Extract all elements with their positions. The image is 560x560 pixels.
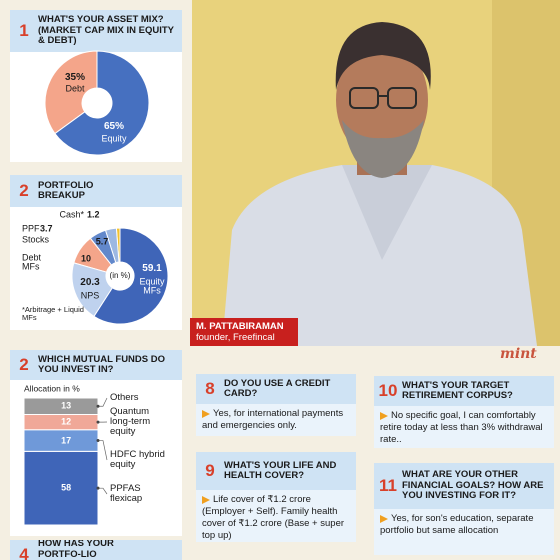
- decoration: [380, 515, 388, 523]
- donut-slice: [93, 227, 169, 325]
- decoration: [380, 412, 388, 420]
- value-label: 3.7: [40, 223, 53, 234]
- decoration: [342, 165, 432, 260]
- panel-number: 2: [19, 355, 29, 374]
- logo: mint: [500, 346, 537, 362]
- question-answer: Yes, for son's education, separate portf…: [380, 513, 534, 536]
- question-panel: 11 WHAT ARE YOUR OTHER FINANCIAL GOALS? H…: [374, 463, 554, 555]
- question-number: 8: [205, 379, 215, 398]
- value-label: 58: [61, 482, 72, 493]
- question-number: 10: [378, 381, 398, 400]
- value-label: 5.7: [95, 236, 109, 247]
- question-title: WHAT ARE YOUR OTHER FINANCIAL GOALS? HOW…: [402, 469, 544, 502]
- panel-header: 2 WHICH MUTUAL FUNDS DO YOU INVEST IN?: [10, 350, 182, 380]
- panel-number: 4: [19, 545, 29, 560]
- panel-title: WHAT'S YOUR ASSET MIX? (MARKET CAP MIX I…: [38, 14, 174, 47]
- connector-dot: [96, 420, 100, 424]
- value-label: 59.1: [142, 262, 162, 274]
- question-body: Yes, for international payments and emer…: [196, 404, 356, 436]
- decoration: [335, 22, 431, 90]
- question-title: WHAT'S YOUR LIFE AND HEALTH COVER?: [224, 459, 337, 481]
- connector: [98, 440, 108, 461]
- category-label: Equity: [101, 133, 127, 144]
- category-label: Stocks: [22, 234, 50, 245]
- category-label: Others: [110, 392, 139, 404]
- question-header: 11 WHAT ARE YOUR OTHER FINANCIAL GOALS? H…: [374, 463, 554, 509]
- value-label: 10: [80, 253, 92, 264]
- question-answer: No specific goal, I can comfortably reti…: [380, 410, 543, 445]
- bullet-arrow: [202, 496, 210, 504]
- question-number: 11: [379, 476, 397, 495]
- question-body: No specific goal, I can comfortably reti…: [374, 406, 554, 448]
- question-header: 8 DO YOU USE A CREDIT CARD?: [196, 374, 356, 404]
- center-label: (in %): [109, 270, 131, 280]
- category-label: PPFAS flexicap: [110, 483, 143, 504]
- decoration: [202, 410, 210, 418]
- axis-label: Allocation in %: [24, 383, 80, 394]
- connector: [98, 397, 108, 407]
- question-title: WHAT'S YOUR TARGET RETIREMENT CORPUS?: [402, 379, 513, 401]
- bullet-arrow: [380, 412, 388, 420]
- panel-title: PORTFOLIO BREAKUP: [38, 179, 94, 201]
- value-label: 12: [61, 416, 72, 427]
- category-label: NPS: [80, 290, 100, 301]
- decoration: [222, 165, 537, 346]
- value-label: 13: [61, 400, 72, 411]
- donut-slice: [44, 50, 98, 135]
- caption-name: M. PATTABIRAMAN: [196, 321, 284, 332]
- value-label: 35%: [64, 71, 86, 83]
- question-panel: 10 WHAT'S YOUR TARGET RETIREMENT CORPUS? …: [374, 376, 554, 448]
- category-label: Debt: [65, 83, 85, 94]
- connector-dot: [96, 486, 100, 490]
- panel-number: 2: [19, 181, 29, 200]
- connector: [98, 487, 108, 495]
- panel-header: 2 PORTFOLIO BREAKUP: [10, 175, 182, 207]
- decoration: [387, 87, 417, 109]
- bullet-arrow: [380, 515, 388, 523]
- decoration: [336, 40, 428, 160]
- category-label: HDFC hybrid equity: [110, 449, 165, 470]
- charts: [23, 50, 169, 526]
- panel-title: WHICH MUTUAL FUNDS DO YOU INVEST IN?: [38, 353, 166, 375]
- caption: M. PATTABIRAMAN founder, Freefincal: [190, 318, 298, 346]
- decoration: [202, 496, 210, 504]
- question-body: Life cover of ₹1.2 crore (Employer + Sel…: [196, 490, 356, 542]
- value-label: 65%: [103, 120, 125, 132]
- category-label: Quantum long-term equity: [110, 406, 151, 437]
- question-panel: 8 DO YOU USE A CREDIT CARD? Yes, for inte…: [196, 374, 356, 436]
- value-label: 20.3: [80, 276, 100, 288]
- question-answer: Yes, for international payments and emer…: [202, 408, 344, 431]
- question-title: DO YOU USE A CREDIT CARD?: [224, 377, 331, 399]
- category-label: PPF: [22, 223, 40, 234]
- category-label: Debt MFs: [22, 252, 42, 272]
- connector-dot: [96, 404, 100, 408]
- footnote: *Arbitrage + Liquid MFs: [22, 305, 84, 322]
- value-label: 1.2: [87, 209, 100, 220]
- question-number: 9: [205, 461, 215, 480]
- connector-dot: [96, 439, 100, 443]
- panel-number: 1: [19, 21, 29, 40]
- category-label: Equity MFs: [139, 276, 165, 296]
- category-label: Cash*: [59, 209, 84, 220]
- panel-header: 1 WHAT'S YOUR ASSET MIX? (MARKET CAP MIX …: [10, 10, 182, 52]
- donut-slice: [54, 50, 150, 156]
- bullet-arrow: [202, 410, 210, 418]
- question-answer: Life cover of ₹1.2 crore (Employer + Sel…: [202, 494, 345, 541]
- bar-segment: [23, 450, 99, 526]
- question-header: 10 WHAT'S YOUR TARGET RETIREMENT CORPUS?: [374, 376, 554, 406]
- decoration: [342, 120, 424, 178]
- decoration: [349, 87, 379, 109]
- question-header: 9 WHAT'S YOUR LIFE AND HEALTH COVER?: [196, 452, 356, 490]
- value-label: 17: [61, 434, 72, 445]
- question-body: Yes, for son's education, separate portf…: [374, 509, 554, 541]
- question-panel: 9 WHAT'S YOUR LIFE AND HEALTH COVER? Life…: [196, 452, 356, 542]
- photo: [192, 0, 560, 346]
- caption-role: founder, Freefincal: [196, 332, 275, 343]
